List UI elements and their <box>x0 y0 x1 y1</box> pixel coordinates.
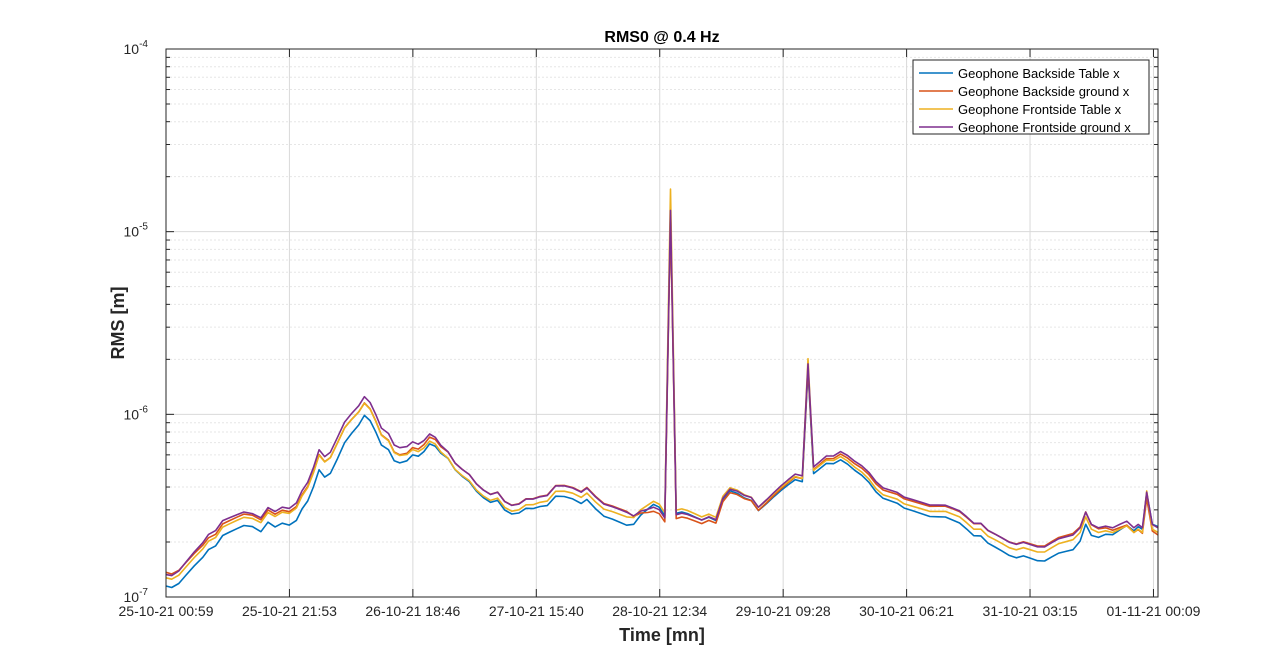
x-tick-label: 31-10-21 03:15 <box>983 603 1078 619</box>
x-tick-label: 27-10-21 15:40 <box>489 603 584 619</box>
y-tick-exponent: -4 <box>139 39 148 50</box>
x-tick-label: 26-10-21 18:46 <box>365 603 460 619</box>
y-tick-exponent: -6 <box>139 404 148 415</box>
legend-label-0: Geophone Backside Table x <box>958 66 1120 81</box>
x-axis-title: Time [mn] <box>619 625 705 645</box>
legend-label-3: Geophone Frontside ground x <box>958 120 1131 135</box>
x-tick-label: 28-10-21 12:34 <box>612 603 707 619</box>
legend-label-2: Geophone Frontside Table x <box>958 102 1122 117</box>
x-tick-label: 30-10-21 06:21 <box>859 603 954 619</box>
legend-entries: Geophone Backside Table x Geophone Backsi… <box>919 66 1131 135</box>
y-tick-exponent: -7 <box>139 587 148 598</box>
x-tick-labels: 25-10-21 00:59 25-10-21 21:53 26-10-21 18:… <box>119 603 1201 619</box>
series-line-0 <box>165 207 1159 589</box>
series-line-3 <box>165 209 1159 577</box>
y-axis-title: RMS [m] <box>108 287 128 360</box>
series-line-2 <box>165 188 1159 581</box>
legend-label-1: Geophone Backside ground x <box>958 84 1130 99</box>
tick-layer <box>165 48 1158 598</box>
plot-area-border <box>165 48 1159 598</box>
legend: Geophone Backside Table x Geophone Backsi… <box>912 59 1150 135</box>
x-tick-label: 25-10-21 00:59 <box>119 603 214 619</box>
x-tick-label: 29-10-21 09:28 <box>736 603 831 619</box>
series-layer <box>165 188 1159 589</box>
x-tick-label: 01-11-21 00:09 <box>1106 603 1200 619</box>
x-tick-label: 25-10-21 21:53 <box>242 603 337 619</box>
plot-area <box>166 49 1158 597</box>
chart-title: RMS0 @ 0.4 Hz <box>604 29 719 46</box>
y-tick-exponent: -5 <box>139 222 148 233</box>
